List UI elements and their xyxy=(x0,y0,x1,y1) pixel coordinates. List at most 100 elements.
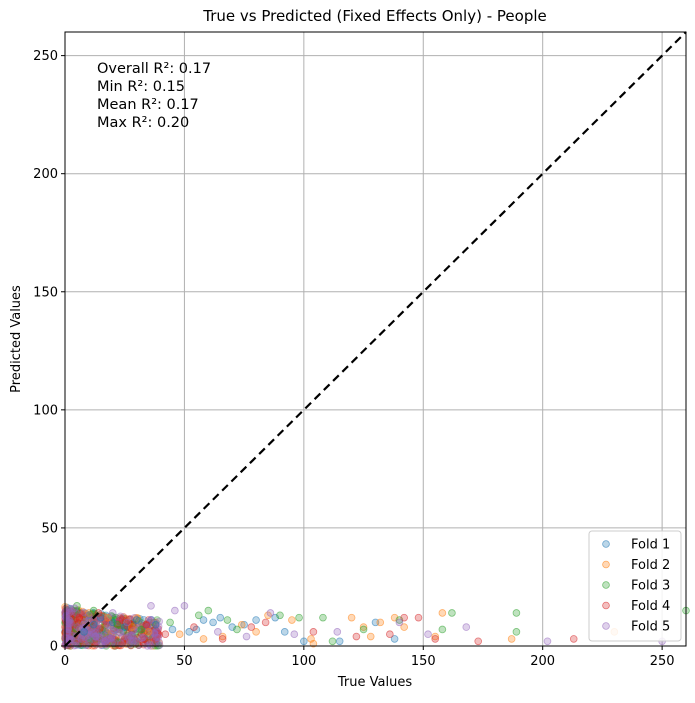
cluster-point xyxy=(133,638,142,646)
cluster-point xyxy=(127,632,136,640)
cluster-point xyxy=(141,639,150,647)
cluster-point xyxy=(147,616,155,624)
cluster-point xyxy=(103,636,111,644)
cluster-point xyxy=(88,634,97,643)
scatter-point xyxy=(218,635,227,643)
cluster-point xyxy=(105,634,114,643)
cluster-point xyxy=(139,633,147,642)
cluster-point xyxy=(109,635,117,643)
cluster-point xyxy=(65,629,74,638)
cluster-point xyxy=(106,634,115,643)
y-tick-label: 250 xyxy=(33,49,58,64)
cluster-point xyxy=(148,633,157,641)
cluster-point xyxy=(100,623,108,631)
cluster-point xyxy=(150,637,158,645)
scatter-point xyxy=(347,613,356,622)
cluster-point xyxy=(135,641,143,649)
cluster-point xyxy=(65,630,73,639)
cluster-point xyxy=(119,637,127,646)
scatter-point xyxy=(137,625,146,634)
cluster-point xyxy=(65,619,74,627)
cluster-point xyxy=(66,610,75,619)
r2-annotations: Overall R²: 0.17 Min R²: 0.15 Mean R²: 0… xyxy=(97,61,211,131)
y-tick-label: 100 xyxy=(33,403,58,418)
scatter-point xyxy=(80,628,88,636)
cluster-point xyxy=(91,628,100,637)
scatter-point xyxy=(507,635,516,643)
cluster-point xyxy=(112,633,120,641)
cluster-point xyxy=(84,637,93,646)
scatter-point xyxy=(328,637,337,646)
cluster-point xyxy=(76,641,84,650)
cluster-point xyxy=(102,637,111,646)
data-points xyxy=(70,602,690,648)
cluster-point xyxy=(63,606,72,615)
cluster-point xyxy=(132,625,140,633)
cluster-point xyxy=(74,606,83,614)
cluster-point xyxy=(62,607,70,616)
scatter-point xyxy=(85,611,93,620)
x-tick-label: 0 xyxy=(61,654,69,669)
cluster-point xyxy=(66,612,75,620)
cluster-point xyxy=(65,632,74,641)
cluster-point xyxy=(97,626,105,634)
cluster-point xyxy=(72,638,80,646)
scatter-point xyxy=(512,628,521,636)
cluster-point xyxy=(63,626,72,634)
cluster-point xyxy=(92,625,101,633)
cluster-point xyxy=(63,634,72,642)
cluster-point xyxy=(87,636,95,644)
scatter-point xyxy=(199,616,208,624)
cluster-point xyxy=(68,619,77,627)
cluster-point xyxy=(93,622,102,631)
cluster-point xyxy=(117,639,125,648)
x-tick-label: 150 xyxy=(411,654,436,669)
cluster-point xyxy=(69,627,77,636)
cluster-point xyxy=(86,628,94,637)
cluster-point xyxy=(128,631,137,640)
cluster-point xyxy=(62,628,70,636)
cluster-point xyxy=(70,619,78,627)
cluster-point xyxy=(94,634,103,642)
cluster-point xyxy=(121,634,129,643)
cluster-point xyxy=(133,639,142,648)
scatter-point xyxy=(151,620,160,629)
scatter-point xyxy=(180,602,189,610)
y-tick-label: 50 xyxy=(41,521,58,536)
cluster-point xyxy=(107,633,116,642)
cluster-point xyxy=(89,633,97,642)
cluster-point xyxy=(98,641,106,650)
cluster-point xyxy=(92,637,101,646)
scatter-point xyxy=(295,613,303,622)
cluster-point xyxy=(155,631,164,639)
cluster-point xyxy=(64,628,72,637)
scatter-point xyxy=(142,620,151,629)
legend-label: Fold 4 xyxy=(631,599,670,614)
cluster-point xyxy=(65,609,74,617)
scatter-point xyxy=(144,628,153,636)
cluster-point xyxy=(103,629,112,638)
cluster-point xyxy=(78,631,87,640)
scatter-point xyxy=(569,635,578,643)
scatter-point xyxy=(204,606,213,615)
cluster-point xyxy=(95,628,104,637)
scatter-point xyxy=(242,632,251,641)
cluster-point xyxy=(153,625,162,633)
cluster-point xyxy=(78,634,87,642)
scatter-point xyxy=(300,637,308,646)
cluster-point xyxy=(110,639,118,648)
cluster-point xyxy=(153,628,162,637)
cluster-point xyxy=(114,641,123,650)
cluster-point xyxy=(101,621,110,629)
cluster-point xyxy=(72,614,81,622)
cluster-point xyxy=(137,634,146,643)
cluster-point xyxy=(131,630,139,638)
cluster-point xyxy=(63,608,72,616)
cluster-point xyxy=(106,630,115,639)
cluster-point xyxy=(154,633,163,642)
cluster-point xyxy=(67,613,76,622)
cluster-point xyxy=(62,607,70,616)
scatter-point xyxy=(462,623,471,631)
cluster-point xyxy=(68,629,76,638)
scatter-point xyxy=(104,613,112,622)
